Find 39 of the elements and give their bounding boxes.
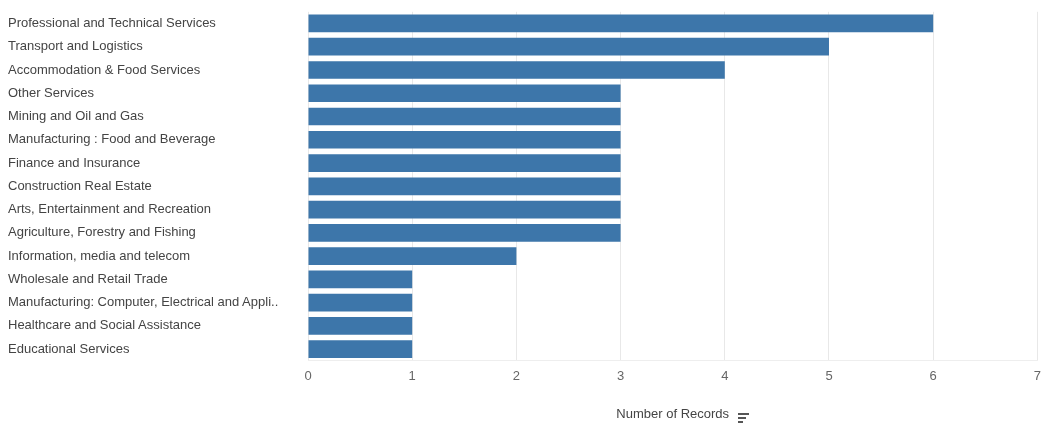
bar	[308, 293, 413, 312]
y-tick-label: Information, media and telecom	[8, 247, 191, 263]
bar	[308, 247, 517, 265]
bar	[308, 61, 725, 79]
y-tick-label: Mining and Oil and Gas	[8, 108, 145, 124]
bar	[308, 154, 621, 172]
bar	[308, 14, 934, 33]
bar	[308, 340, 413, 359]
y-tick-label: Manufacturing: Computer, Electrical and Appli..	[8, 294, 279, 310]
bar	[308, 37, 829, 56]
y-tick-label: Finance and Insurance	[8, 154, 141, 170]
bar	[308, 223, 621, 242]
x-tick-label: 5	[825, 368, 833, 384]
x-tick-label: 1	[408, 368, 416, 384]
x-tick-label: 7	[1033, 368, 1041, 384]
bar	[308, 130, 621, 149]
y-tick-label: Healthcare and Social Assistance	[8, 317, 201, 333]
y-tick-label: Agriculture, Forestry and Fishing	[8, 224, 196, 240]
bar	[308, 200, 621, 219]
bar	[308, 317, 413, 335]
y-tick-label: Accommodation & Food Services	[8, 61, 201, 77]
y-tick-label: Other Services	[8, 84, 95, 100]
y-tick-label: Educational Services	[8, 340, 130, 356]
x-axis-title: Number of Records	[616, 405, 730, 421]
y-tick-label: Wholesale and Retail Trade	[8, 270, 168, 286]
x-tick-label: 4	[721, 368, 729, 384]
x-tick-label: 3	[616, 368, 625, 384]
y-tick-label: Construction Real Estate	[8, 177, 152, 193]
x-tick-label: 0	[304, 368, 312, 384]
x-tick-label: 6	[929, 368, 937, 384]
y-tick-label: Manufacturing : Food and Beverage	[8, 131, 216, 147]
bar	[308, 270, 413, 289]
bar	[308, 107, 621, 126]
y-tick-label: Arts, Entertainment and Recreation	[8, 201, 212, 217]
bar	[308, 177, 621, 196]
bar	[308, 84, 621, 103]
y-tick-label: Transport and Logistics	[8, 38, 144, 54]
y-tick-label: Professional and Technical Services	[8, 15, 217, 31]
x-tick-label: 2	[512, 368, 521, 384]
